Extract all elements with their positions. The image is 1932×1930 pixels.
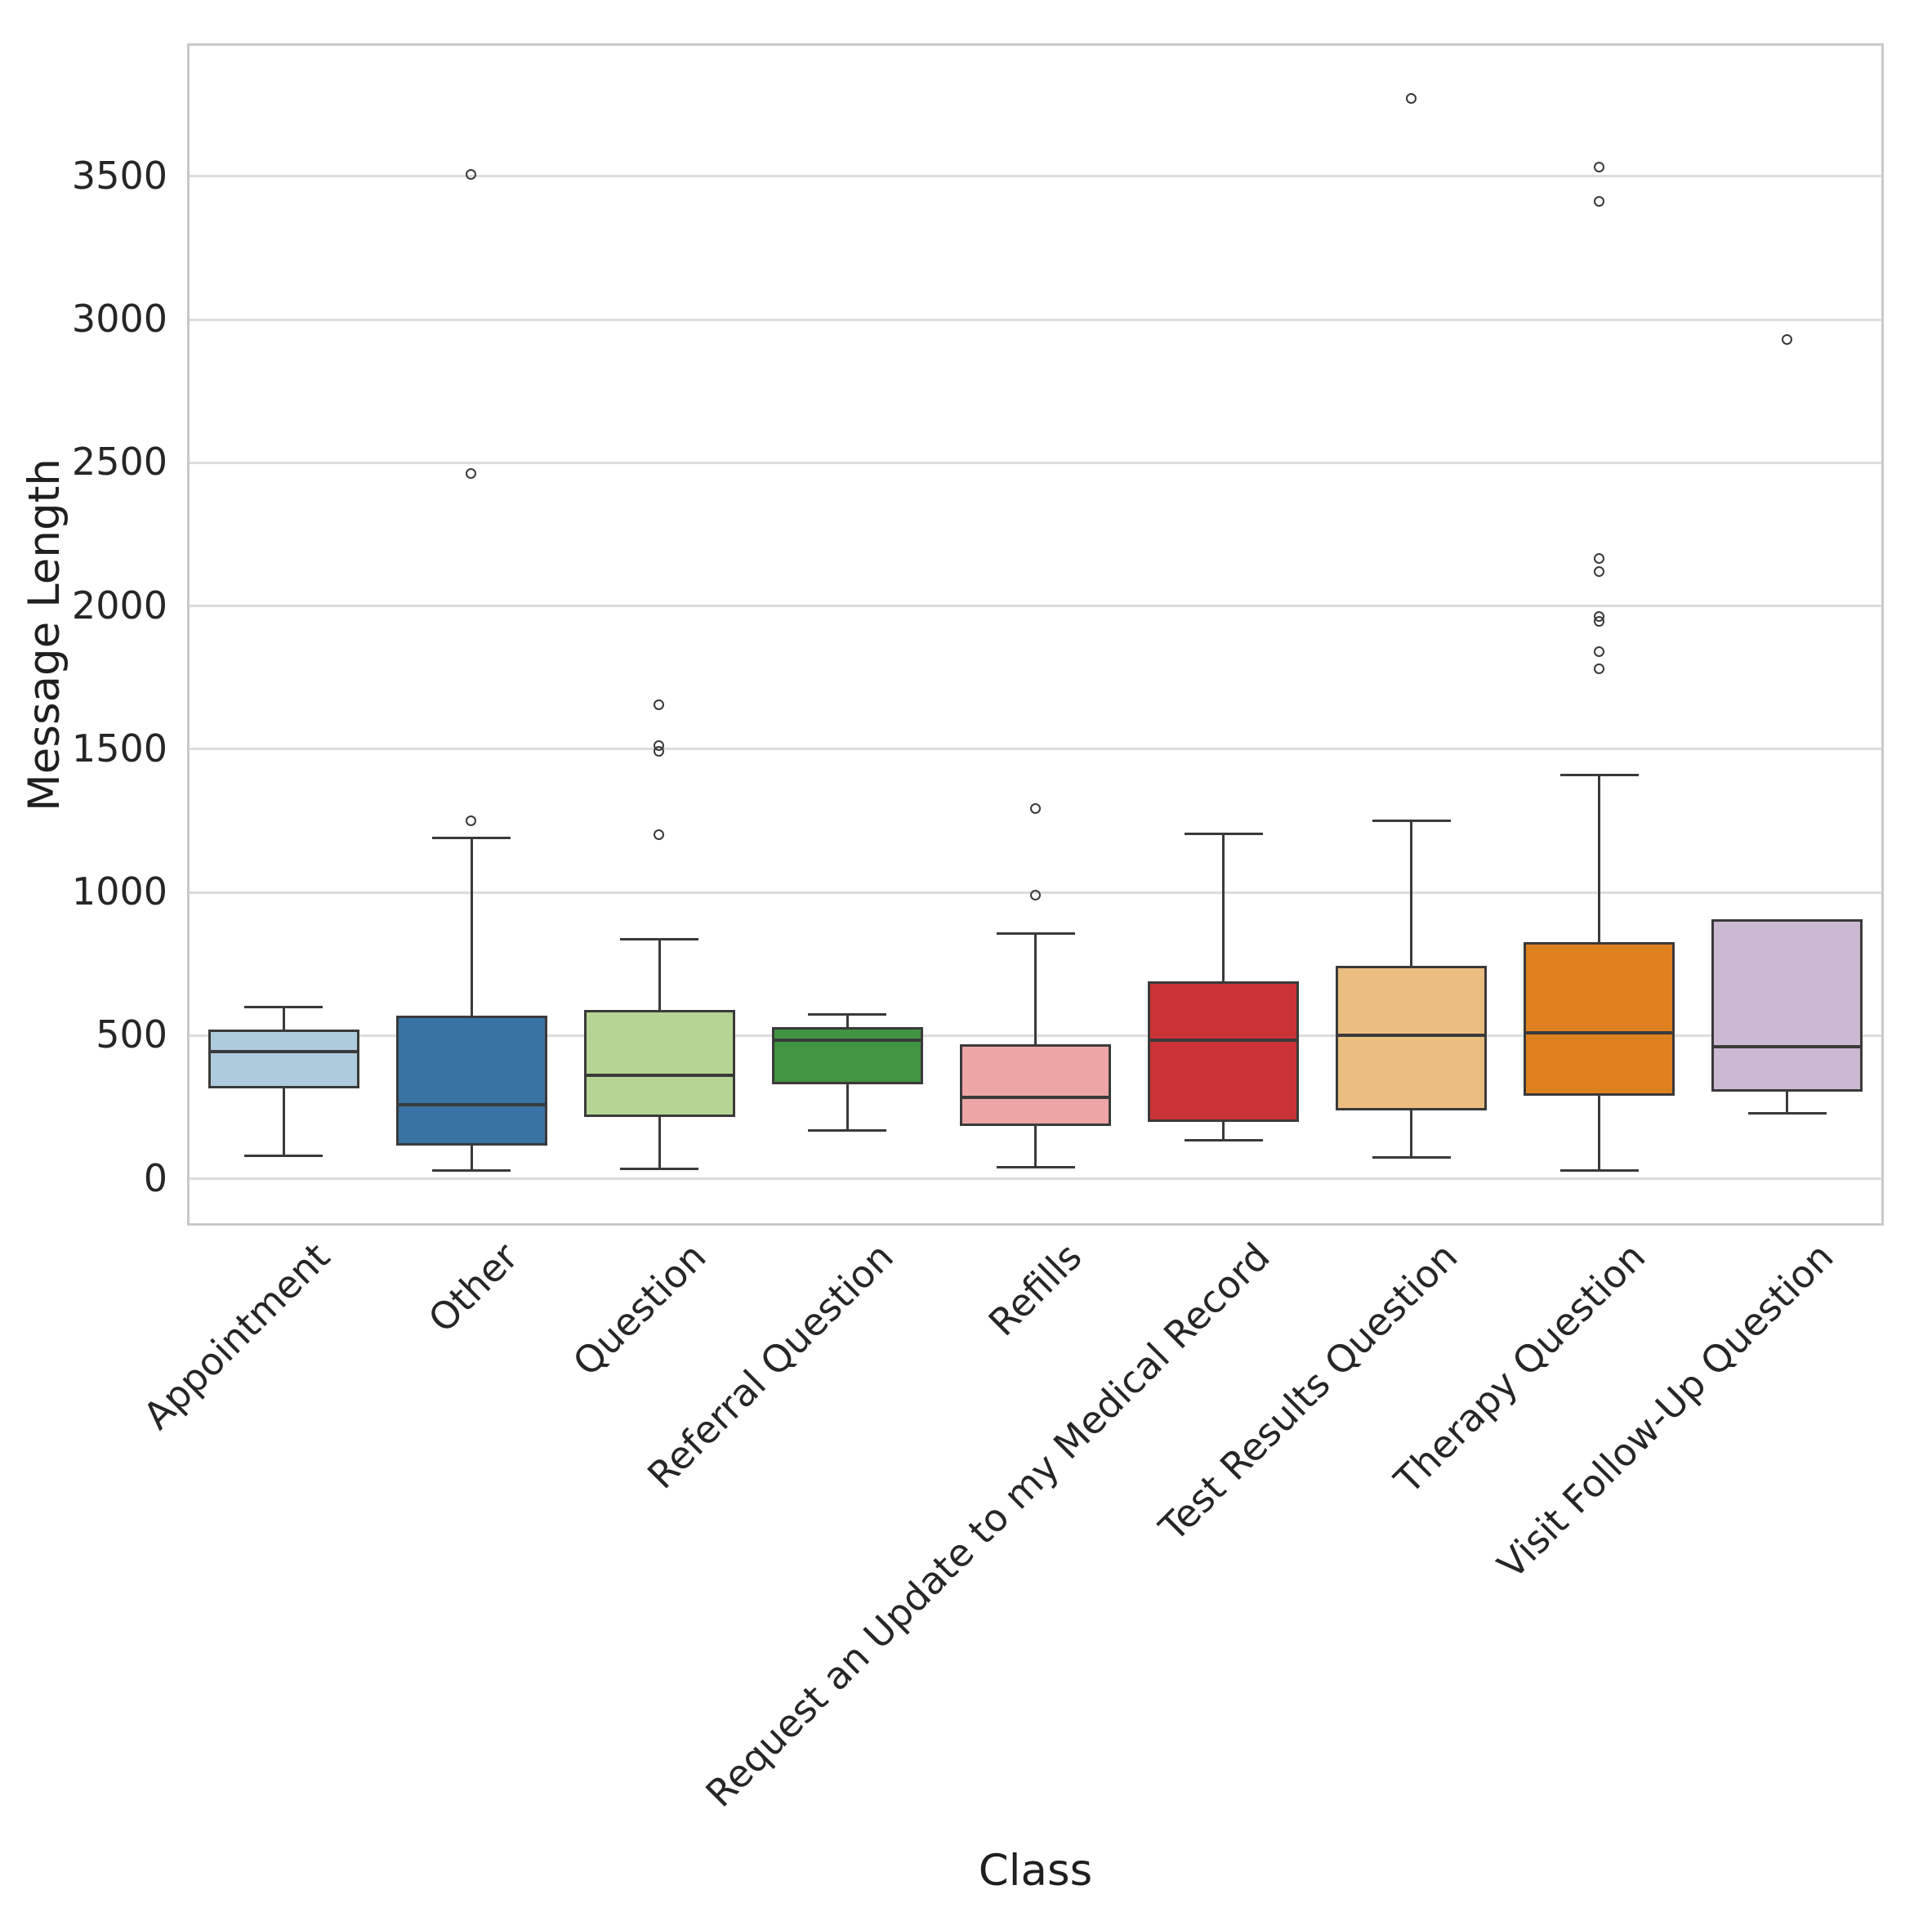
upper-whisker-cap bbox=[1372, 820, 1451, 822]
gridline bbox=[190, 1177, 1881, 1181]
lower-whisker bbox=[1598, 1096, 1601, 1171]
median-line bbox=[395, 1102, 547, 1106]
x-tick-label: Other bbox=[419, 1234, 526, 1342]
median-line bbox=[1711, 1045, 1863, 1049]
lower-whisker-cap bbox=[1372, 1155, 1451, 1159]
y-tick-label: 2000 bbox=[71, 583, 167, 628]
box-refills bbox=[960, 1043, 1111, 1126]
outlier-point bbox=[466, 468, 477, 480]
lower-whisker-cap bbox=[244, 1155, 323, 1158]
lower-whisker-cap bbox=[808, 1128, 887, 1132]
lower-whisker-cap bbox=[996, 1166, 1075, 1169]
outlier-point bbox=[466, 169, 477, 181]
box-question bbox=[583, 1009, 735, 1118]
outlier-point bbox=[1593, 162, 1604, 173]
x-tick-label: Visit Follow-Up Question bbox=[1488, 1234, 1842, 1588]
gridline bbox=[190, 318, 1881, 321]
lower-whisker bbox=[1410, 1110, 1413, 1158]
upper-whisker-cap bbox=[432, 837, 511, 840]
outlier-point bbox=[1029, 803, 1041, 815]
outlier-point bbox=[1405, 93, 1417, 105]
outlier-point bbox=[1593, 565, 1604, 577]
lower-whisker bbox=[1222, 1121, 1225, 1141]
outlier-point bbox=[1593, 196, 1604, 208]
upper-whisker bbox=[282, 1007, 285, 1030]
median-line bbox=[207, 1049, 359, 1053]
lower-whisker bbox=[846, 1083, 849, 1131]
box-other bbox=[395, 1015, 547, 1146]
lower-whisker bbox=[1786, 1091, 1789, 1114]
box-therapy-question bbox=[1524, 942, 1675, 1096]
outlier-point bbox=[654, 739, 665, 751]
median-line bbox=[583, 1074, 735, 1078]
box-test-results-question bbox=[1336, 965, 1488, 1110]
x-tick-label: Question bbox=[564, 1234, 715, 1385]
lower-whisker bbox=[470, 1146, 473, 1171]
box-visit-follow-up-question bbox=[1711, 919, 1863, 1092]
upper-whisker bbox=[658, 939, 661, 1010]
x-tick-label: Refills bbox=[979, 1234, 1091, 1345]
median-line bbox=[771, 1038, 923, 1042]
gridline bbox=[190, 175, 1881, 178]
outlier-point bbox=[1593, 663, 1604, 674]
lower-whisker-cap bbox=[1559, 1168, 1639, 1172]
y-tick-label: 0 bbox=[143, 1155, 167, 1200]
outlier-point bbox=[1029, 889, 1041, 900]
plot-area bbox=[187, 43, 1884, 1226]
y-tick-label: 3000 bbox=[71, 297, 167, 342]
lower-whisker bbox=[658, 1117, 661, 1169]
lower-whisker-cap bbox=[1184, 1138, 1263, 1141]
outlier-point bbox=[1593, 646, 1604, 657]
upper-whisker bbox=[470, 838, 473, 1016]
outlier-point bbox=[1781, 333, 1792, 345]
median-line bbox=[1148, 1038, 1300, 1042]
median-line bbox=[1524, 1030, 1675, 1034]
upper-whisker-cap bbox=[1559, 773, 1639, 776]
y-tick-label: 500 bbox=[96, 1012, 167, 1057]
outlier-point bbox=[1593, 552, 1604, 564]
upper-whisker bbox=[1598, 775, 1601, 943]
outlier-point bbox=[654, 829, 665, 841]
lower-whisker-cap bbox=[620, 1167, 699, 1170]
upper-whisker bbox=[1222, 833, 1225, 981]
box-request-an-update-to-my-medical-record bbox=[1148, 981, 1300, 1122]
y-tick-label: 2500 bbox=[71, 440, 167, 485]
gridline bbox=[190, 461, 1881, 464]
gridline bbox=[190, 748, 1881, 751]
upper-whisker-cap bbox=[244, 1005, 323, 1008]
lower-whisker bbox=[1034, 1125, 1037, 1168]
gridline bbox=[190, 605, 1881, 608]
lower-whisker-cap bbox=[1747, 1111, 1827, 1115]
upper-whisker bbox=[1410, 820, 1413, 966]
lower-whisker bbox=[282, 1088, 285, 1156]
lower-whisker-cap bbox=[432, 1168, 511, 1172]
median-line bbox=[960, 1095, 1111, 1099]
outlier-point bbox=[466, 815, 477, 826]
outlier-point bbox=[1593, 610, 1604, 622]
x-tick-label: Appointment bbox=[134, 1234, 338, 1438]
outlier-point bbox=[654, 699, 665, 710]
x-axis-label: Class bbox=[978, 1846, 1093, 1896]
y-tick-label: 1500 bbox=[71, 726, 167, 771]
upper-whisker-cap bbox=[996, 932, 1075, 936]
y-tick-label: 3500 bbox=[71, 153, 167, 198]
upper-whisker-cap bbox=[620, 938, 699, 941]
box-appointment bbox=[207, 1030, 359, 1089]
box-referral-question bbox=[771, 1026, 923, 1084]
upper-whisker-cap bbox=[808, 1012, 887, 1016]
upper-whisker bbox=[846, 1014, 849, 1027]
y-tick-label: 1000 bbox=[71, 869, 167, 914]
upper-whisker-cap bbox=[1184, 832, 1263, 835]
upper-whisker bbox=[1034, 933, 1037, 1044]
median-line bbox=[1336, 1034, 1488, 1038]
